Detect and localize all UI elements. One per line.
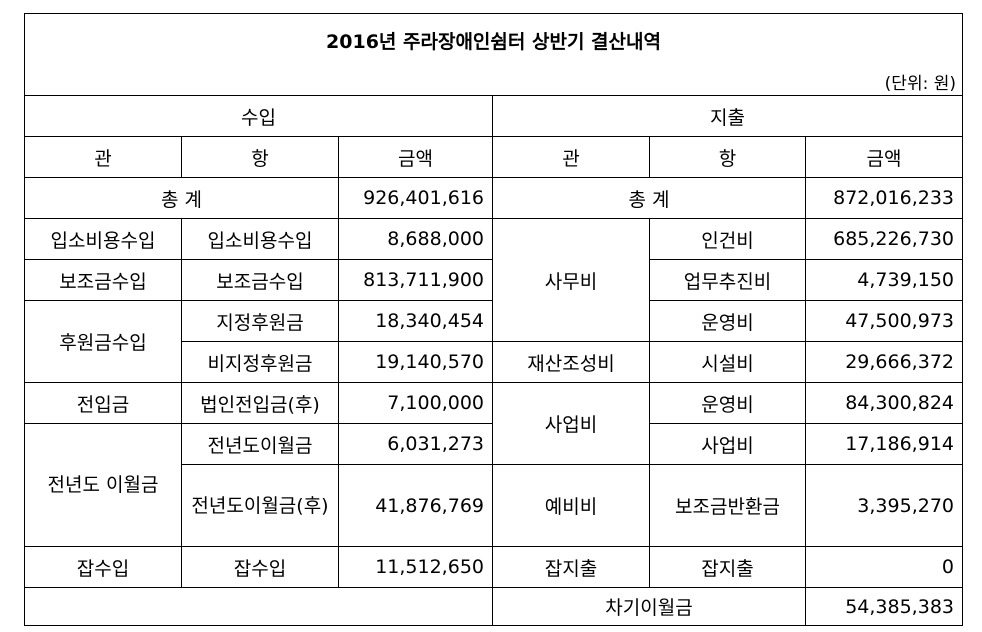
income-gwan-cell: 전년도 이월금: [24, 423, 182, 547]
expense-hang-cell: 사업비: [649, 423, 806, 465]
income-amount-cell: 11,512,650: [338, 546, 493, 588]
expense-total-amount: 872,016,233: [805, 177, 963, 219]
empty-income-cell: [24, 587, 493, 626]
income-gwan-header: 관: [24, 136, 182, 178]
expense-amount-cell: 17,186,914: [805, 423, 963, 465]
expense-amount-cell: 4,739,150: [805, 259, 963, 301]
income-hang-cell: 잡수입: [181, 546, 339, 588]
expense-hang-cell: 잡지출: [649, 546, 806, 588]
carryover-label: 차기이월금: [492, 587, 806, 626]
income-gwan-cell: 입소비용수입: [24, 218, 182, 260]
expense-gwan-cell: 사업비: [492, 382, 650, 465]
income-gwan-cell: 잡수입: [24, 546, 182, 588]
income-header: 수입: [24, 95, 493, 137]
income-gwan-cell: 후원금수입: [24, 300, 182, 383]
expense-hang-cell: 시설비: [649, 341, 806, 383]
expense-header: 지출: [492, 95, 963, 137]
expense-gwan-cell: 재산조성비: [492, 341, 650, 383]
expense-amount-cell: 47,500,973: [805, 300, 963, 342]
expense-hang-cell: 운영비: [649, 382, 806, 424]
income-amount-cell: 41,876,769: [338, 464, 493, 547]
expense-amount-cell: 29,666,372: [805, 341, 963, 383]
expense-hang-cell: 업무추진비: [649, 259, 806, 301]
income-amount-cell: 8,688,000: [338, 218, 493, 260]
unit-label: (단위: 원): [24, 67, 963, 96]
expense-amount-header: 금액: [805, 136, 963, 178]
expense-hang-cell: 인건비: [649, 218, 806, 260]
income-amount-cell: 6,031,273: [338, 423, 493, 465]
settlement-table: 2016년 주라장애인쉼터 상반기 결산내역 (단위: 원) 수입 지출 관 항…: [24, 13, 963, 626]
carryover-amount: 54,385,383: [805, 587, 963, 626]
expense-gwan-header: 관: [492, 136, 650, 178]
expense-amount-cell: 3,395,270: [805, 464, 963, 547]
income-hang-cell: 입소비용수입: [181, 218, 339, 260]
expense-total-label: 총 계: [492, 177, 806, 219]
expense-gwan-cell: 잡지출: [492, 546, 650, 588]
income-hang-cell: 보조금수입: [181, 259, 339, 301]
expense-amount-cell: 685,226,730: [805, 218, 963, 260]
income-total-amount: 926,401,616: [338, 177, 493, 219]
expense-hang-header: 항: [649, 136, 806, 178]
income-hang-cell: 비지정후원금: [181, 341, 339, 383]
income-hang-cell: 지정후원금: [181, 300, 339, 342]
income-hang-cell: 전년도이월금(후): [181, 464, 339, 547]
page-title: 2016년 주라장애인쉼터 상반기 결산내역: [24, 13, 963, 68]
income-total-label: 총 계: [24, 177, 339, 219]
income-amount-header: 금액: [338, 136, 493, 178]
income-amount-cell: 813,711,900: [338, 259, 493, 301]
expense-gwan-cell: 예비비: [492, 464, 650, 547]
income-amount-cell: 19,140,570: [338, 341, 493, 383]
expense-amount-cell: 0: [805, 546, 963, 588]
income-amount-cell: 18,340,454: [338, 300, 493, 342]
expense-hang-cell: 보조금반환금: [649, 464, 806, 547]
expense-hang-cell: 운영비: [649, 300, 806, 342]
income-hang-cell: 법인전입금(후): [181, 382, 339, 424]
income-gwan-cell: 보조금수입: [24, 259, 182, 301]
expense-amount-cell: 84,300,824: [805, 382, 963, 424]
income-amount-cell: 7,100,000: [338, 382, 493, 424]
expense-gwan-cell: 사무비: [492, 218, 650, 342]
income-hang-cell: 전년도이월금: [181, 423, 339, 465]
income-gwan-cell: 전입금: [24, 382, 182, 424]
income-hang-header: 항: [181, 136, 339, 178]
